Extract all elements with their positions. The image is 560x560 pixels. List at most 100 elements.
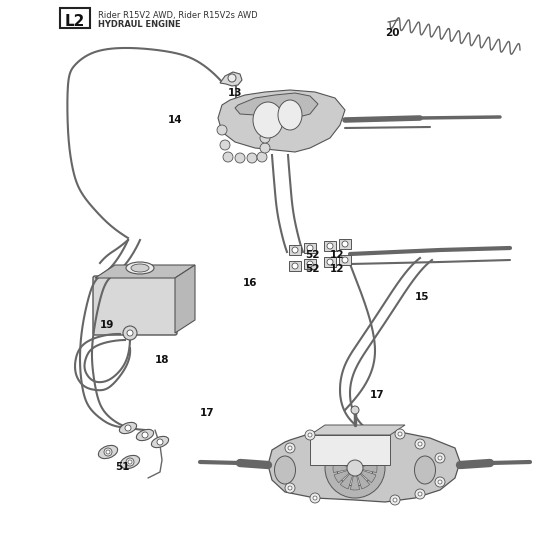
Circle shape <box>305 430 315 440</box>
Text: 17: 17 <box>200 408 214 418</box>
Circle shape <box>418 492 422 496</box>
Circle shape <box>235 153 245 163</box>
Circle shape <box>307 261 313 267</box>
Text: 52: 52 <box>305 264 320 274</box>
Bar <box>339 239 351 249</box>
Wedge shape <box>340 447 355 468</box>
Circle shape <box>438 456 442 460</box>
Wedge shape <box>355 447 370 468</box>
Circle shape <box>228 74 236 82</box>
Ellipse shape <box>120 455 139 469</box>
Text: 13: 13 <box>228 88 242 98</box>
Bar <box>324 257 336 267</box>
Circle shape <box>325 438 385 498</box>
Circle shape <box>395 429 405 439</box>
Circle shape <box>398 432 402 436</box>
Circle shape <box>106 450 110 454</box>
Ellipse shape <box>414 456 436 484</box>
Wedge shape <box>355 468 376 483</box>
Circle shape <box>125 425 131 431</box>
Circle shape <box>247 153 257 163</box>
Ellipse shape <box>151 436 169 447</box>
Circle shape <box>104 448 112 456</box>
Circle shape <box>223 152 233 162</box>
Circle shape <box>260 143 270 153</box>
Text: 12: 12 <box>330 264 344 274</box>
Circle shape <box>127 330 133 336</box>
Bar <box>304 243 316 253</box>
Circle shape <box>257 152 267 162</box>
Wedge shape <box>355 453 376 468</box>
Wedge shape <box>340 468 355 489</box>
Polygon shape <box>218 90 345 152</box>
Circle shape <box>288 446 292 450</box>
Ellipse shape <box>274 456 296 484</box>
Circle shape <box>217 125 227 135</box>
Ellipse shape <box>278 100 302 130</box>
Circle shape <box>308 433 312 437</box>
Wedge shape <box>351 446 360 468</box>
Text: 16: 16 <box>243 278 258 288</box>
Polygon shape <box>235 93 318 118</box>
Wedge shape <box>334 468 355 483</box>
Circle shape <box>123 326 137 340</box>
Text: 17: 17 <box>370 390 385 400</box>
Circle shape <box>310 493 320 503</box>
Text: L2: L2 <box>65 13 85 29</box>
Circle shape <box>327 259 333 265</box>
Circle shape <box>307 245 313 251</box>
Circle shape <box>415 489 425 499</box>
Circle shape <box>288 486 292 490</box>
Circle shape <box>260 133 270 143</box>
Text: 18: 18 <box>155 355 170 365</box>
Circle shape <box>435 453 445 463</box>
Ellipse shape <box>119 422 137 433</box>
Text: 20: 20 <box>385 28 399 38</box>
Polygon shape <box>268 428 460 502</box>
Circle shape <box>351 406 359 414</box>
Circle shape <box>292 263 298 269</box>
Text: Rider R15V2 AWD, Rider R15V2s AWD: Rider R15V2 AWD, Rider R15V2s AWD <box>98 11 258 20</box>
Polygon shape <box>95 265 195 278</box>
Circle shape <box>418 442 422 446</box>
Circle shape <box>347 460 363 476</box>
FancyBboxPatch shape <box>93 276 177 335</box>
Circle shape <box>342 241 348 247</box>
Text: 15: 15 <box>415 292 430 302</box>
Ellipse shape <box>99 445 118 459</box>
Wedge shape <box>355 464 377 473</box>
Bar <box>304 259 316 269</box>
Ellipse shape <box>253 102 283 138</box>
Ellipse shape <box>126 262 154 274</box>
Circle shape <box>128 460 132 464</box>
Circle shape <box>292 247 298 253</box>
Ellipse shape <box>137 430 153 441</box>
Wedge shape <box>333 464 355 473</box>
Circle shape <box>157 439 163 445</box>
Text: 51: 51 <box>115 462 129 472</box>
Circle shape <box>393 498 397 502</box>
Text: 14: 14 <box>168 115 183 125</box>
Circle shape <box>327 243 333 249</box>
Circle shape <box>285 483 295 493</box>
Circle shape <box>390 495 400 505</box>
Circle shape <box>220 140 230 150</box>
Text: 52: 52 <box>305 250 320 260</box>
Text: 19: 19 <box>100 320 114 330</box>
Circle shape <box>438 480 442 484</box>
Polygon shape <box>310 425 405 435</box>
Polygon shape <box>175 265 195 333</box>
Bar <box>289 245 301 255</box>
Circle shape <box>285 443 295 453</box>
Circle shape <box>142 432 148 438</box>
Circle shape <box>126 458 134 466</box>
Circle shape <box>342 257 348 263</box>
Text: HYDRAUL ENGINE: HYDRAUL ENGINE <box>98 20 181 29</box>
Wedge shape <box>351 468 360 490</box>
Wedge shape <box>334 453 355 468</box>
Wedge shape <box>355 468 370 489</box>
Bar <box>310 435 390 465</box>
Text: 12: 12 <box>330 250 344 260</box>
Circle shape <box>337 450 373 486</box>
Bar <box>324 241 336 251</box>
